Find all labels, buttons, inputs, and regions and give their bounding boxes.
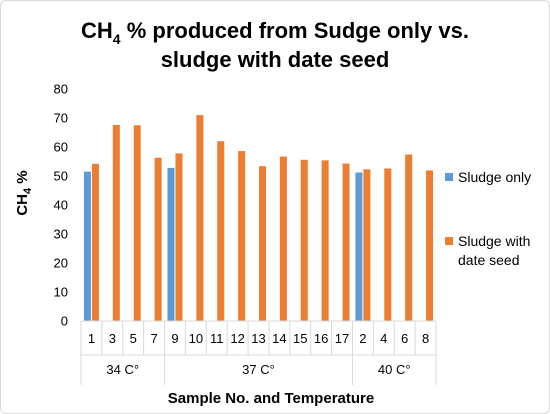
legend: Sludge only Sludge with date seed: [445, 169, 531, 268]
x-tick-label: 9: [171, 331, 178, 346]
y-axis-title: CH4 %: [14, 170, 34, 215]
x-tick-label: 7: [150, 331, 157, 346]
bar-sludge-with-date-seed-15: [300, 159, 308, 321]
y-tick-label: 60: [54, 140, 68, 155]
y-tick-label: 80: [54, 82, 68, 97]
y-tick-label: 70: [54, 111, 68, 126]
y-tick-label: 50: [54, 169, 68, 184]
group-label: 34 C°: [106, 362, 139, 377]
x-tick-label: 17: [335, 331, 349, 346]
bar-sludge-with-date-seed-10: [196, 115, 204, 321]
x-tick-label: 11: [210, 331, 224, 346]
bar-sludge-with-date-seed-17: [342, 163, 350, 321]
chart-title-line1: CH4 % produced from Sudge only vs.: [81, 18, 469, 47]
legend-swatch-sludge-only: [445, 173, 453, 181]
bar-sludge-with-date-seed-1: [91, 163, 99, 321]
bar-sludge-with-date-seed-11: [217, 141, 225, 321]
y-tick-label: 0: [61, 314, 68, 329]
x-tick-label: 2: [359, 331, 366, 346]
y-tick-label: 30: [54, 227, 68, 242]
x-tick-label: 3: [109, 331, 116, 346]
bar-sludge-with-date-seed-7: [154, 157, 162, 321]
bar-sludge-only-2: [355, 172, 363, 321]
legend-swatch-sludge-with-date-seed: [445, 237, 453, 245]
bar-sludge-only-9: [167, 167, 175, 321]
bar-sludge-with-date-seed-8: [426, 170, 434, 321]
x-tick-label: 16: [314, 331, 328, 346]
x-axis-title: Sample No. and Temperature: [168, 390, 374, 407]
x-tick-label: 14: [272, 331, 286, 346]
bar-sludge-with-date-seed-16: [321, 160, 329, 321]
bar-sludge-with-date-seed-2: [363, 169, 371, 321]
x-tick-label: 1: [88, 331, 95, 346]
legend-label-sludge-with-date-seed: Sludge with date seed: [458, 233, 530, 268]
x-tick-label: 15: [293, 331, 307, 346]
x-tick-label: 4: [380, 331, 387, 346]
bar-sludge-only-1: [83, 171, 91, 321]
x-tick-label: 8: [422, 331, 429, 346]
x-tick-label: 10: [189, 331, 203, 346]
group-label: 37 C°: [242, 362, 275, 377]
bar-sludge-with-date-seed-3: [112, 124, 120, 322]
x-tick-label: 5: [130, 331, 137, 346]
x-tick-label: 13: [251, 331, 265, 346]
bar-sludge-with-date-seed-14: [279, 156, 287, 321]
bar-sludge-with-date-seed-12: [238, 151, 246, 321]
bar-sludge-with-date-seed-5: [133, 125, 141, 321]
legend-label-sludge-only: Sludge only: [458, 169, 531, 185]
bar-sludge-with-date-seed-4: [384, 168, 392, 321]
bar-sludge-with-date-seed-9: [175, 153, 183, 321]
y-tick-label: 10: [54, 285, 68, 300]
bar-sludge-with-date-seed-6: [405, 154, 413, 321]
x-tick-label: 12: [230, 331, 244, 346]
group-label: 40 C°: [378, 362, 411, 377]
chart-title-line2: sludge with date seed: [161, 47, 390, 72]
x-tick-label: 6: [401, 331, 408, 346]
y-tick-label: 20: [54, 256, 68, 271]
y-tick-label: 40: [54, 198, 68, 213]
bar-sludge-with-date-seed-13: [259, 166, 266, 321]
